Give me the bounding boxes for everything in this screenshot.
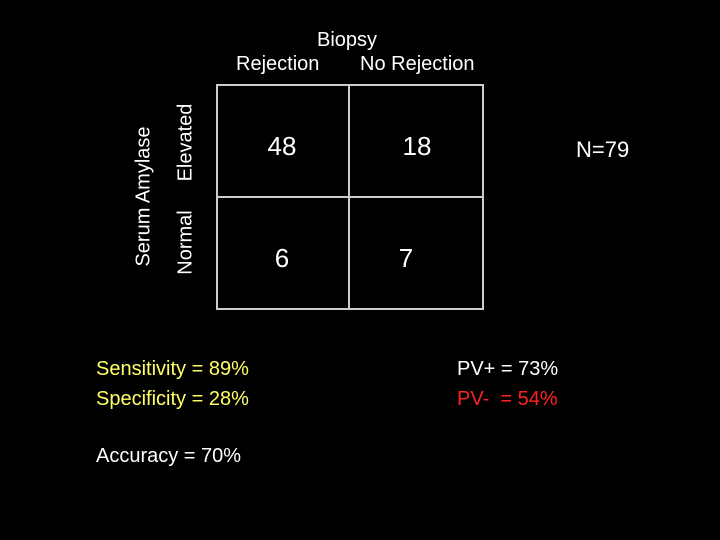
biopsy-title: Biopsy xyxy=(317,29,378,51)
pv-negative-stat: PV- = 54% xyxy=(457,388,558,410)
column-header-rejection: Rejection xyxy=(236,53,320,75)
pv-positive-stat: PV+ = 73% xyxy=(457,358,559,380)
table-horizontal-divider xyxy=(216,196,484,198)
cell-elevated-rejection: 48 xyxy=(267,131,297,161)
sensitivity-stat: Sensitivity = 89% xyxy=(96,358,249,380)
cell-elevated-no-rejection: 18 xyxy=(402,131,432,161)
cell-normal-rejection: 6 xyxy=(274,243,290,273)
accuracy-stat: Accuracy = 70% xyxy=(96,445,242,467)
cell-normal-no-rejection: 7 xyxy=(398,243,414,273)
row-header-normal: Normal xyxy=(174,210,197,275)
column-header-no-rejection: No Rejection xyxy=(360,53,475,75)
table-vertical-divider xyxy=(348,84,350,310)
row-axis-label-serum-amylase: Serum Amylase xyxy=(132,126,155,267)
specificity-stat: Specificity = 28% xyxy=(96,388,249,410)
total-count: N=79 xyxy=(576,137,630,162)
row-header-elevated: Elevated xyxy=(174,103,197,182)
